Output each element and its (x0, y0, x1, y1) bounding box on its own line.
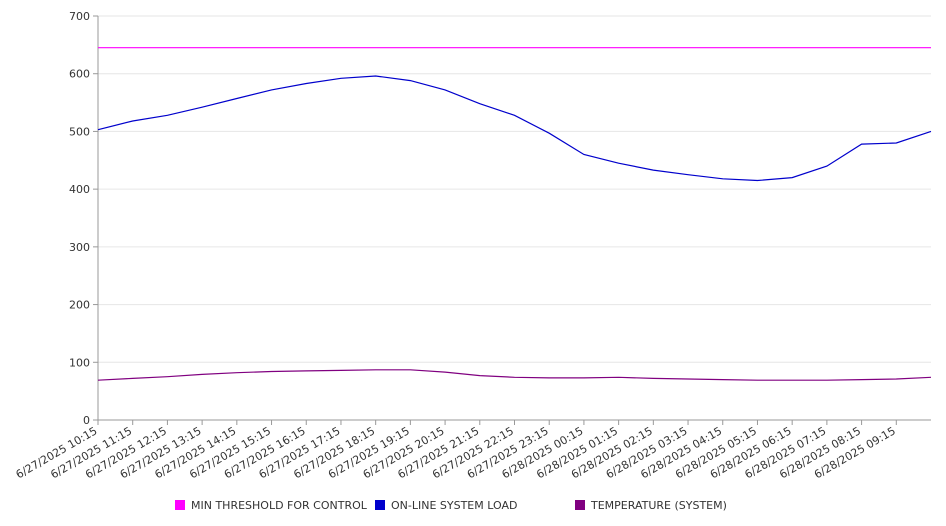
legend-swatch-online-system-load (375, 500, 385, 510)
series-line-temperature (97, 369, 932, 381)
axes (93, 15, 931, 425)
y-tick-label: 500 (69, 125, 90, 138)
x-axis-ticks: 6/27/2025 10:156/27/2025 11:156/27/2025 … (14, 424, 898, 481)
legend-item-temperature[interactable]: TEMPERATURE (SYSTEM) (575, 497, 727, 513)
series-lines (97, 47, 932, 381)
grid-lines (98, 15, 931, 421)
legend-swatch-temperature (575, 500, 585, 510)
y-tick-label: 600 (69, 68, 90, 81)
y-axis-ticks: 0 100 200 300 400 500 600 700 (69, 10, 90, 427)
legend-swatch-min-threshold (175, 500, 185, 510)
legend: MIN THRESHOLD FOR CONTROL ON-LINE SYSTEM… (0, 497, 946, 515)
legend-label-min-threshold: MIN THRESHOLD FOR CONTROL (191, 498, 367, 512)
legend-label-temperature: TEMPERATURE (SYSTEM) (591, 498, 727, 512)
y-tick-label: 100 (69, 356, 90, 369)
y-tick-label: 700 (69, 10, 90, 23)
y-tick-label: 0 (83, 414, 90, 427)
legend-item-min-threshold[interactable]: MIN THRESHOLD FOR CONTROL (175, 497, 367, 513)
y-tick-label: 200 (69, 299, 90, 312)
y-tick-label: 300 (69, 241, 90, 254)
series-line-online-system-load (97, 75, 932, 182)
legend-label-online-system-load: ON-LINE SYSTEM LOAD (391, 498, 518, 512)
legend-item-online-system-load[interactable]: ON-LINE SYSTEM LOAD (375, 497, 517, 513)
y-tick-label: 400 (69, 183, 90, 196)
